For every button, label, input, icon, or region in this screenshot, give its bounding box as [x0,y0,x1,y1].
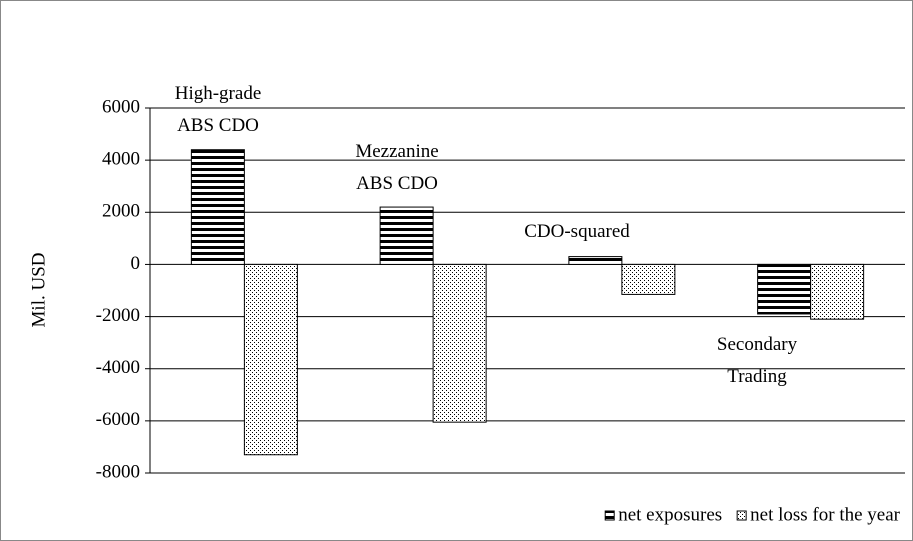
category-label: Secondary Trading [717,334,798,387]
legend-label: net loss for the year [750,504,901,525]
category-label: CDO-squared [524,221,630,242]
bar [243,263,298,456]
legend-swatch [604,510,615,521]
y-tick-label: 4000 [102,149,140,170]
bar [810,263,865,320]
bar [379,206,434,265]
y-tick-label: 6000 [102,96,140,117]
bar [757,263,812,315]
y-tick-label: -6000 [96,409,140,430]
y-axis-label: Mil. USD [28,253,49,328]
category-label: Mezzanine ABS CDO [355,141,438,194]
y-tick-label: 0 [131,253,141,274]
legend-swatch [736,510,747,521]
y-tick-label: 2000 [102,201,140,222]
legend-label: net exposures [618,504,722,525]
bar [190,149,245,265]
y-tick-label: -8000 [96,461,140,482]
bar [568,256,623,265]
bar [432,263,487,423]
y-tick-label: -4000 [96,357,140,378]
category-label: High-grade ABS CDO [175,83,262,136]
bar [621,263,676,295]
y-tick-label: -2000 [96,305,140,326]
